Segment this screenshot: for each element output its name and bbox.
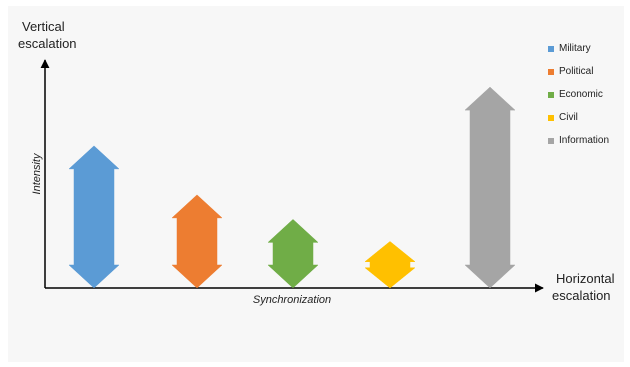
x-axis-title-line-2: escalation [552,288,611,303]
legend-swatch-civil [548,114,554,121]
legend-item-economic: Economic [548,83,628,106]
y-axis-label: Intensity [31,152,43,194]
legend-label: Political [559,66,594,77]
x-axis-title-line-1: Horizontal [556,271,615,286]
legend-swatch-economic [548,91,554,98]
civil-arrow [364,241,416,289]
military-arrow [68,145,120,289]
economic-arrow [267,219,319,289]
legend-item-information: Information [548,129,628,152]
legend-item-military: Military [548,37,628,60]
legend-swatch-military [548,45,554,52]
legend-label: Economic [559,89,603,100]
legend-label: Military [559,43,591,54]
escalation-arrows [68,86,516,289]
information-arrow [464,86,516,289]
legend-label: Information [559,135,610,146]
legend-item-political: Political [548,60,628,83]
political-arrow [171,194,223,289]
legend-item-civil: Civil [548,106,628,129]
legend-swatch-political [548,68,554,75]
y-axis-title-line-2: escalation [18,36,77,51]
legend-swatch-information [548,137,554,144]
legend-label: Civil [559,112,578,123]
legend: Military Political Economic Civil Informatio… [548,37,628,152]
x-axis-label: Synchronization [253,294,331,306]
y-axis-title-line-1: Vertical [22,19,65,34]
